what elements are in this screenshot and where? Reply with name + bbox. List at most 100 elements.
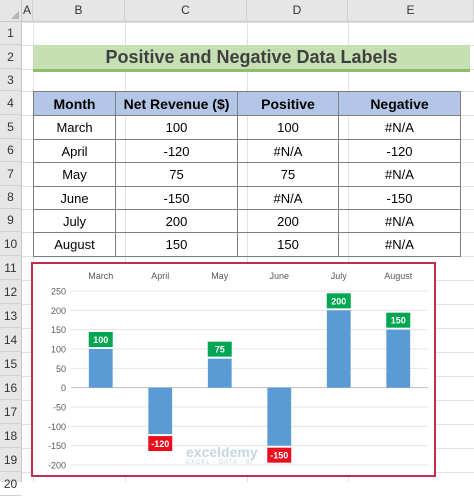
table-row: August 150 150 #N/A <box>33 232 461 257</box>
bar-chart[interactable]: 250 200 150 100 50 0 -50 -100 -150 -200 March April… <box>31 262 436 477</box>
table-cell[interactable]: 100 <box>115 115 238 140</box>
chart-canvas: 250 200 150 100 50 0 -50 -100 -150 -200 March April… <box>48 271 428 471</box>
row-header-4[interactable]: 4 <box>0 91 21 115</box>
table-cell[interactable]: March <box>33 115 116 140</box>
row-header-19[interactable]: 19 <box>0 448 21 472</box>
table-cell[interactable]: 75 <box>237 162 339 187</box>
table-cell[interactable]: August <box>33 232 116 257</box>
table-cell[interactable]: #N/A <box>338 115 461 140</box>
column-header-e[interactable]: E <box>348 0 474 21</box>
row-header-11[interactable]: 11 <box>0 256 21 280</box>
row-header-9[interactable]: 9 <box>0 209 21 232</box>
y-tick-label: -50 <box>53 403 66 413</box>
table-cell[interactable]: April <box>33 139 116 163</box>
table-row: June -150 #N/A -150 <box>33 186 461 210</box>
row-header-13[interactable]: 13 <box>0 304 21 328</box>
table-cell[interactable]: July <box>33 209 116 233</box>
data-label: -150 <box>270 451 288 461</box>
watermark-name: exceldemy <box>186 444 258 460</box>
x-tick-label: April <box>151 271 169 281</box>
y-tick-label: 150 <box>51 325 66 335</box>
table-cell[interactable]: 150 <box>115 232 238 257</box>
column-header-a[interactable]: A <box>22 0 33 21</box>
row-header-10[interactable]: 10 <box>0 232 21 256</box>
data-table: Month Net Revenue ($) Positive Negative Mar… <box>33 91 461 257</box>
table-cell[interactable]: 200 <box>115 209 238 233</box>
x-tick-label: March <box>88 271 113 281</box>
column-header-c[interactable]: C <box>125 0 247 21</box>
table-cell[interactable]: 100 <box>237 115 339 140</box>
row-header-17[interactable]: 17 <box>0 400 21 424</box>
row-header-2[interactable]: 2 <box>0 45 21 69</box>
bar <box>88 349 113 388</box>
table-cell[interactable]: 75 <box>115 162 238 187</box>
header-cell[interactable]: Month <box>33 91 116 116</box>
y-tick-label: 250 <box>51 287 66 297</box>
watermark-tagline: EXCEL · DATA · BI <box>186 460 254 466</box>
table-cell[interactable]: #N/A <box>338 209 461 233</box>
data-label-box <box>148 436 173 452</box>
table-row: May 75 75 #N/A <box>33 162 461 187</box>
y-tick-label: 50 <box>56 364 66 374</box>
row-header-5[interactable]: 5 <box>0 115 21 139</box>
x-tick-label: July <box>331 271 348 281</box>
table-cell[interactable]: -150 <box>115 186 238 210</box>
bar <box>267 387 292 446</box>
y-tick-label: -200 <box>48 461 66 471</box>
y-tick-label: 100 <box>51 345 66 355</box>
table-cell[interactable]: #N/A <box>338 162 461 187</box>
table-header-row: Month Net Revenue ($) Positive Negative <box>33 91 461 116</box>
table-cell[interactable]: #N/A <box>237 139 339 163</box>
row-header-8[interactable]: 8 <box>0 186 21 209</box>
table-cell[interactable]: May <box>33 162 116 187</box>
table-cell[interactable]: 150 <box>237 232 339 257</box>
data-label-box <box>88 332 113 347</box>
table-cell[interactable]: 200 <box>237 209 339 233</box>
bar <box>386 329 411 388</box>
row-header-1[interactable]: 1 <box>0 22 21 45</box>
x-tick-label: August <box>384 271 413 281</box>
row-header-3[interactable]: 3 <box>0 69 21 91</box>
table-cell[interactable]: June <box>33 186 116 210</box>
y-tick-label: 0 <box>61 383 66 393</box>
row-header-6[interactable]: 6 <box>0 139 21 162</box>
y-tick-label: -150 <box>48 441 66 451</box>
data-label: 75 <box>215 345 225 355</box>
bar <box>148 387 173 435</box>
select-all-corner[interactable] <box>0 0 22 22</box>
table-row: April -120 #N/A -120 <box>33 139 461 163</box>
y-tick-label: -100 <box>48 422 66 432</box>
row-header-7[interactable]: 7 <box>0 162 21 186</box>
data-label-box <box>326 293 351 309</box>
row-header-14[interactable]: 14 <box>0 328 21 352</box>
bar <box>207 358 232 388</box>
x-tick-label: June <box>269 271 289 281</box>
data-label: -120 <box>151 439 169 449</box>
table-cell[interactable]: #N/A <box>338 232 461 257</box>
row-headers: 1 2 3 4 5 6 7 8 9 10 11 12 13 14 15 16 17 18 19 20 <box>0 22 22 496</box>
header-cell[interactable]: Positive <box>237 91 339 116</box>
data-label: 100 <box>93 335 108 345</box>
gridline-row <box>22 256 474 257</box>
row-header-15[interactable]: 15 <box>0 352 21 376</box>
table-cell[interactable]: -150 <box>338 186 461 210</box>
column-header-b[interactable]: B <box>33 0 125 21</box>
row-header-16[interactable]: 16 <box>0 376 21 400</box>
header-cell[interactable]: Negative <box>338 91 461 116</box>
x-tick-label: May <box>211 271 229 281</box>
column-header-d[interactable]: D <box>247 0 348 21</box>
table-row: July 200 200 #N/A <box>33 209 461 233</box>
sheet-title[interactable]: Positive and Negative Data Labels <box>33 45 470 72</box>
row-header-18[interactable]: 18 <box>0 424 21 448</box>
data-label-box <box>386 312 411 328</box>
row-header-12[interactable]: 12 <box>0 280 21 304</box>
data-label: 200 <box>331 296 346 306</box>
row-header-20[interactable]: 20 <box>0 472 21 496</box>
table-cell[interactable]: #N/A <box>237 186 339 210</box>
table-cell[interactable]: -120 <box>338 139 461 163</box>
table-cell[interactable]: -120 <box>115 139 238 163</box>
gridline-row <box>22 22 474 23</box>
header-cell[interactable]: Net Revenue ($) <box>115 91 238 116</box>
